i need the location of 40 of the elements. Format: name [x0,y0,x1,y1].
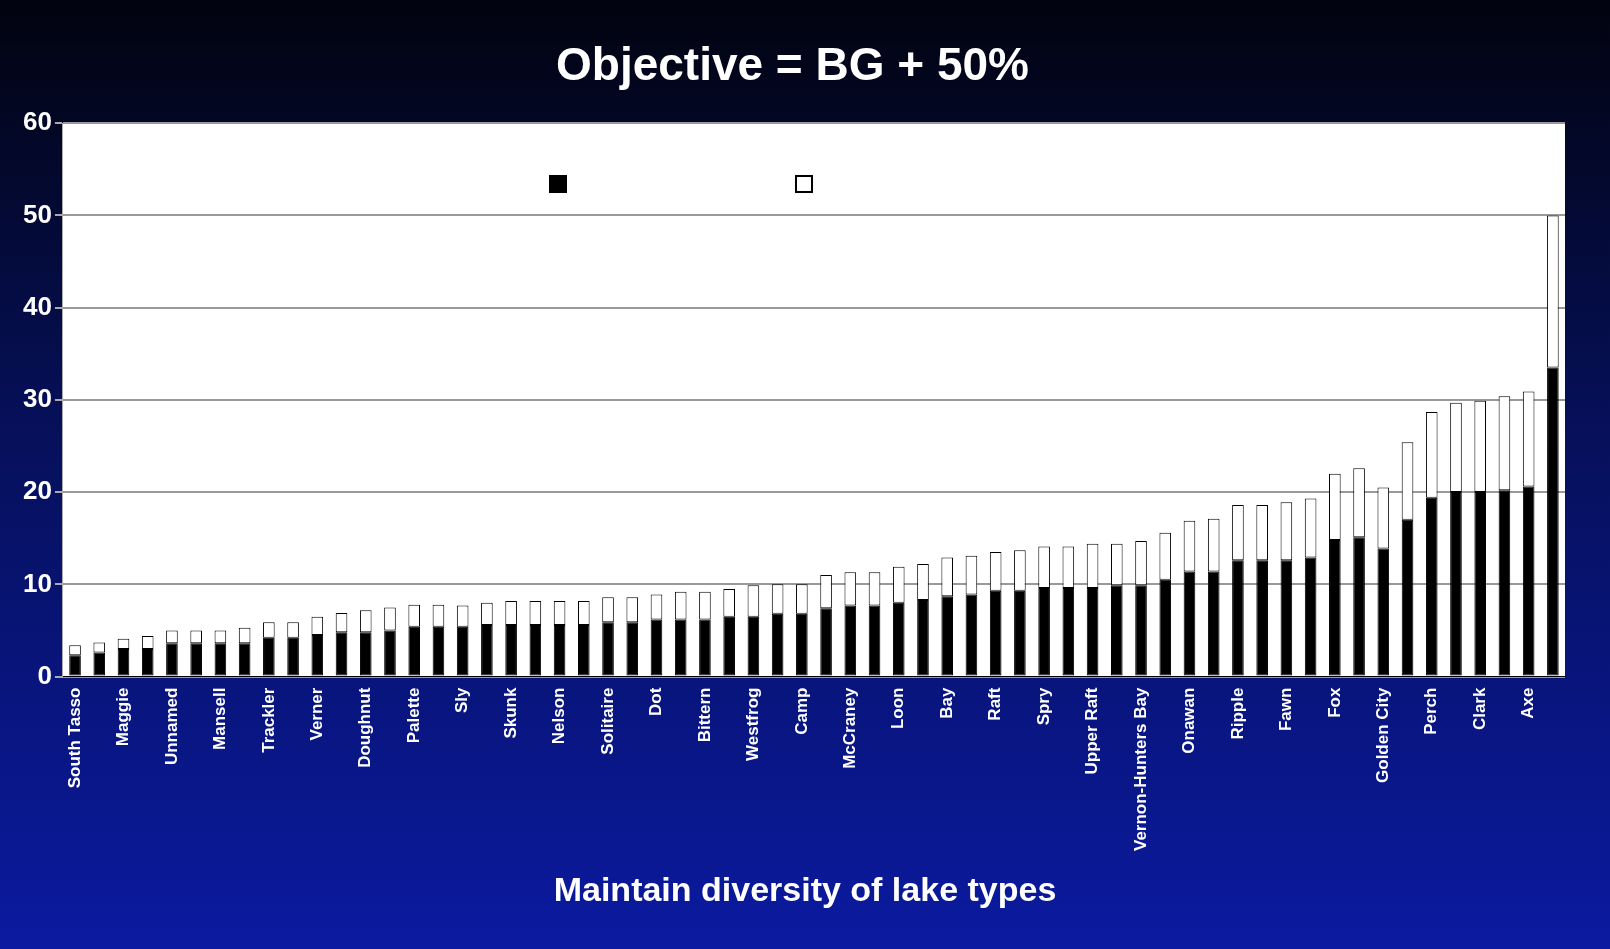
y-tick-label: 40 [23,290,52,321]
x-tick-label: Ripple [1227,687,1247,740]
chart-title: Objective = BG + 50% [555,38,1030,91]
y-tick-label: 60 [23,106,52,137]
x-tick-label: Palette [403,687,423,744]
x-tick-label: Golden City [1372,687,1392,783]
x-tick-label: Nelson [549,687,569,745]
x-tick-label: South Tasso [64,687,84,789]
x-tick-label: Clark [1469,687,1489,731]
x-tick-label: Skunk [500,687,520,739]
x-tick-label: Upper Raft [1082,687,1102,775]
x-tick-label: Bay [936,687,956,719]
x-tick-label: Onawan [1179,687,1199,754]
x-tick-label: Spry [1033,687,1053,726]
y-tick-label: 20 [23,475,52,506]
x-tick-label: Maggie [113,687,133,747]
x-tick-label: Mansell [210,687,230,750]
x-tick-label: Trackler [258,687,278,753]
x-tick-label: Fawn [1276,687,1296,732]
x-tick-label: Bittern [694,687,714,743]
y-tick-label: 0 [37,659,52,690]
y-tick-label: 10 [23,567,52,598]
x-tick-label: Raft [985,687,1005,721]
y-tick-label: 50 [23,198,52,229]
x-tick-label: McCraney [839,687,859,769]
x-tick-label: Solitaire [597,687,617,755]
x-tick-label: Doughnut [355,687,375,768]
x-tick-label: Westfrog [743,687,763,761]
x-tick-label: Axe [1518,687,1538,719]
x-tick-label: Fox [1324,687,1344,718]
x-tick-label: Loon [888,687,908,730]
text: Maintain diversity of lake types [553,870,1057,909]
x-tick-label: Vernon-Hunters Bay [1130,687,1150,852]
x-tick-label: Dot [646,687,666,716]
x-tick-label: Sly [452,687,472,714]
y-tick-label: 30 [23,383,52,414]
x-tick-label: Perch [1421,687,1441,735]
x-tick-label: Camp [791,687,811,735]
x-tick-label: Verner [306,687,326,741]
x-tick-label: Unnamed [161,687,181,766]
